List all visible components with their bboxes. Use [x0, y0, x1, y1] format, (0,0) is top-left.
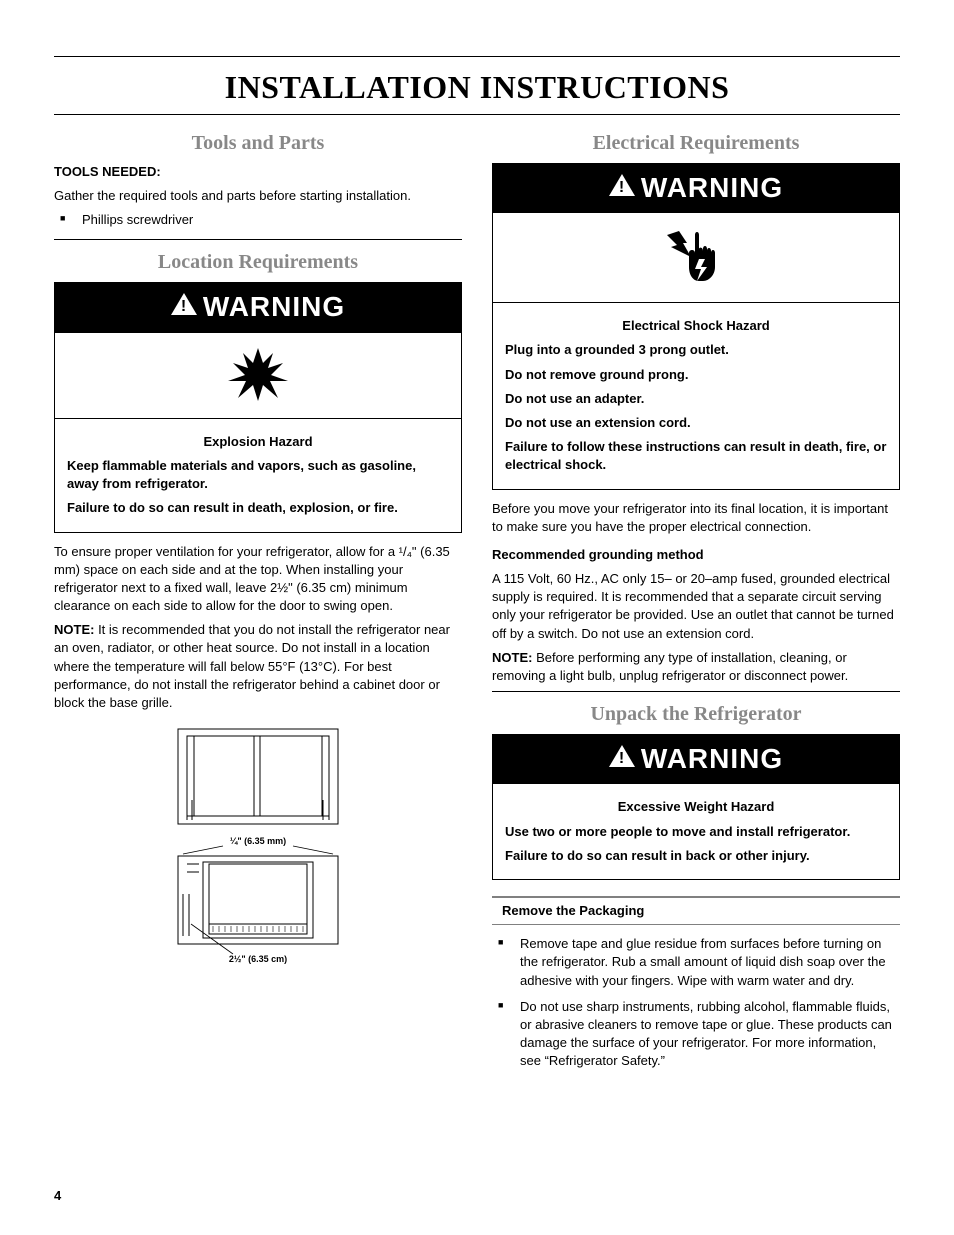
warning-text: Failure to do so can result in back or o…	[505, 847, 887, 865]
warning-box-weight: ! WARNING Excessive Weight Hazard Use tw…	[492, 734, 900, 880]
warning-label: WARNING	[641, 743, 783, 774]
fraction: ¹/₄"	[399, 544, 417, 559]
electrical-intro: Before you move your refrigerator into i…	[492, 500, 900, 536]
tools-title: Tools and Parts	[54, 129, 462, 157]
warning-header: ! WARNING	[493, 164, 899, 213]
unpack-title: Unpack the Refrigerator	[492, 700, 900, 728]
text-frag: To ensure proper ventilation for your re…	[54, 544, 399, 559]
section-rule	[54, 239, 462, 240]
warning-box-electrical: ! WARNING Electrical Shock Hazard Plug i…	[492, 163, 900, 490]
list-item: Do not use sharp instruments, rubbing al…	[510, 998, 900, 1071]
location-para1: To ensure proper ventilation for your re…	[54, 543, 462, 616]
warning-header: ! WARNING	[493, 735, 899, 784]
warning-body: Excessive Weight Hazard Use two or more …	[493, 784, 899, 879]
grounding-heading: Recommended grounding method	[492, 546, 900, 564]
warning-triangle-icon: !	[171, 286, 197, 325]
right-column: Electrical Requirements ! WARNING	[492, 123, 900, 1081]
note-label: NOTE:	[492, 650, 532, 665]
warning-text: Do not remove ground prong.	[505, 366, 887, 384]
hazard-title: Electrical Shock Hazard	[505, 317, 887, 335]
svg-text:!: !	[619, 750, 625, 767]
warning-text: Do not use an extension cord.	[505, 414, 887, 432]
shock-icon-wrap	[493, 213, 899, 302]
warning-body: Electrical Shock Hazard Plug into a grou…	[493, 303, 899, 488]
note-body: It is recommended that you do not instal…	[54, 622, 450, 710]
warning-text: Failure to do so can result in death, ex…	[67, 499, 449, 517]
clearance-diagram: ¼" (6.35 mm) 2½" (6.35 cm)	[54, 724, 462, 979]
page-number: 4	[54, 1187, 61, 1205]
note-body: Before performing any type of installati…	[492, 650, 848, 683]
warning-label: WARNING	[641, 172, 783, 203]
hazard-title: Excessive Weight Hazard	[505, 798, 887, 816]
warning-text: Use two or more people to move and insta…	[505, 823, 887, 841]
warning-box-explosion: ! WARNING Explosion Hazard Keep flammabl…	[54, 282, 462, 532]
title-underline	[54, 114, 900, 115]
warning-text: Keep flammable materials and vapors, suc…	[67, 457, 449, 493]
note-label: NOTE:	[54, 622, 94, 637]
subsection-rule-thin	[492, 924, 900, 925]
svg-text:!: !	[619, 179, 625, 196]
svg-text:2½" (6.35 cm): 2½" (6.35 cm)	[229, 954, 287, 964]
warning-triangle-icon: !	[609, 167, 635, 206]
electrical-title: Electrical Requirements	[492, 129, 900, 157]
list-item: Phillips screwdriver	[72, 211, 462, 229]
explosion-icon	[223, 343, 293, 403]
tools-needed-label: TOOLS NEEDED:	[54, 163, 462, 181]
shock-hand-icon	[661, 223, 731, 287]
explosion-icon-wrap	[55, 333, 461, 418]
remove-packaging-title: Remove the Packaging	[502, 902, 900, 920]
warning-text: Plug into a grounded 3 prong outlet.	[505, 341, 887, 359]
main-title: INSTALLATION INSTRUCTIONS	[54, 65, 900, 110]
list-item: Remove tape and glue residue from surfac…	[510, 935, 900, 990]
packaging-list: Remove tape and glue residue from surfac…	[492, 935, 900, 1070]
warning-triangle-icon: !	[609, 738, 635, 777]
tools-intro: Gather the required tools and parts befo…	[54, 187, 462, 205]
section-rule	[492, 691, 900, 692]
warning-header: ! WARNING	[55, 283, 461, 332]
page: INSTALLATION INSTRUCTIONS Tools and Part…	[0, 0, 954, 1235]
warning-label: WARNING	[203, 291, 345, 322]
hazard-title: Explosion Hazard	[67, 433, 449, 451]
svg-text:¼" (6.35 mm): ¼" (6.35 mm)	[230, 836, 286, 846]
warning-text: Do not use an adapter.	[505, 390, 887, 408]
warning-body: Explosion Hazard Keep flammable material…	[55, 419, 461, 532]
left-column: Tools and Parts TOOLS NEEDED: Gather the…	[54, 123, 462, 1081]
location-title: Location Requirements	[54, 248, 462, 276]
electrical-note: NOTE: Before performing any type of inst…	[492, 649, 900, 685]
location-note: NOTE: It is recommended that you do not …	[54, 621, 462, 712]
top-rule	[54, 56, 900, 57]
columns: Tools and Parts TOOLS NEEDED: Gather the…	[54, 123, 900, 1081]
svg-text:!: !	[181, 298, 187, 315]
tools-list: Phillips screwdriver	[54, 211, 462, 229]
warning-text: Failure to follow these instructions can…	[505, 438, 887, 474]
subsection-rule-thick	[492, 896, 900, 898]
grounding-body: A 115 Volt, 60 Hz., AC only 15– or 20–am…	[492, 570, 900, 643]
